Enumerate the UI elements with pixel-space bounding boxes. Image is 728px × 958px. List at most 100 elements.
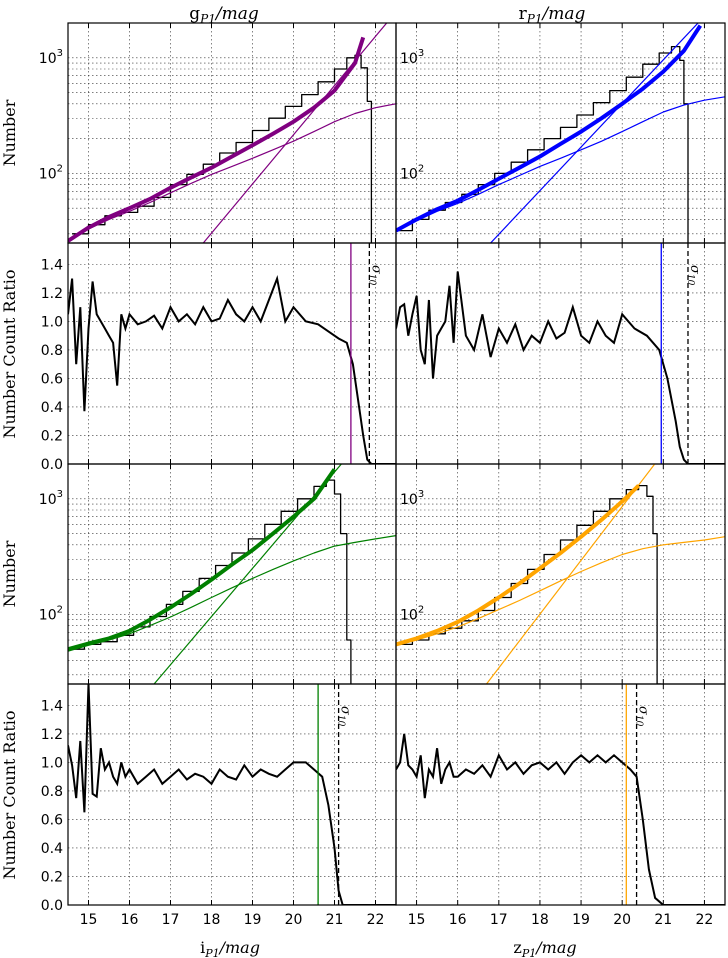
ylabel-ratio-bottom: Number Count Ratio xyxy=(0,710,19,879)
gridlines xyxy=(68,243,396,464)
y-tick-label: 1.2 xyxy=(41,727,63,743)
ratio-line xyxy=(68,274,396,464)
series-thin-3 xyxy=(486,464,656,684)
series-thick-1 xyxy=(68,36,366,243)
y-tick-label: 103 xyxy=(400,489,424,508)
x-tick-label: 19 xyxy=(572,912,590,928)
y-tick-label: 0.6 xyxy=(41,371,63,387)
ylabel-ratio-top: Number Count Ratio xyxy=(0,269,19,438)
y-tick-label: 102 xyxy=(39,604,63,623)
ticks xyxy=(88,243,376,464)
axes-frame xyxy=(67,683,397,906)
sigma10-label: σ10 xyxy=(336,706,353,727)
y-tick-label: 0.0 xyxy=(41,457,63,473)
axes-frame xyxy=(395,463,726,685)
x-tick-label: 16 xyxy=(121,912,139,928)
y-tick-label: 0.2 xyxy=(41,428,63,444)
axes-frame xyxy=(67,242,397,465)
x-tick-label: 18 xyxy=(531,912,549,928)
panel-g-counts: 102 103 xyxy=(39,22,397,244)
y-tick-label: 0.2 xyxy=(41,869,63,885)
xlabel-left: iP1/mag xyxy=(200,938,260,958)
panel-g-ratio: σ10 0.0 0.2 0.4 0.6 0.8 1.0 1.2 1.4 xyxy=(41,242,397,473)
ticks xyxy=(88,684,376,905)
sigma10-label: σ10 xyxy=(634,706,651,727)
series-thin-3 xyxy=(202,23,388,243)
series-histogram-0 xyxy=(396,484,662,684)
y-tick-label: 1.4 xyxy=(41,698,63,714)
panel-i-ratio: σ10 0.0 0.2 0.4 0.6 0.8 1.0 1.2 1.4 15 16 17 18 19 20 2… xyxy=(41,683,397,928)
y-tick-label: 0.6 xyxy=(41,812,63,828)
x-tick-label: 21 xyxy=(326,912,344,928)
y-tick-label: 1.0 xyxy=(41,314,63,330)
x-tick-label: 17 xyxy=(162,912,180,928)
x-tick-label: 20 xyxy=(613,912,631,928)
y-tick-label: 102 xyxy=(400,604,424,623)
gridlines xyxy=(396,243,725,464)
series-thick-1 xyxy=(68,468,337,652)
y-tick-label: 103 xyxy=(39,489,63,508)
x-tick-label: 19 xyxy=(244,912,262,928)
panel-i-counts: 102 103 xyxy=(39,463,397,685)
series-histogram-0 xyxy=(72,54,377,243)
ratio-line xyxy=(396,271,725,464)
gridlines xyxy=(396,23,725,243)
x-tick-label: 22 xyxy=(367,912,385,928)
x-tick-label: 15 xyxy=(408,912,426,928)
ticks xyxy=(416,684,705,905)
x-tick-label: 22 xyxy=(696,912,714,928)
panel-z-counts: 102 103 xyxy=(395,463,726,685)
x-tick-label: 20 xyxy=(285,912,303,928)
y-tick-label: 102 xyxy=(39,163,63,182)
gridlines xyxy=(68,684,396,905)
series-thin-3 xyxy=(153,464,343,684)
y-tick-label: 1.4 xyxy=(41,257,63,273)
xlabel-right: zP1/mag xyxy=(513,938,576,958)
ratio-line xyxy=(68,684,396,905)
x-tick-label: 15 xyxy=(80,912,98,928)
ylabel-counts-top: Number xyxy=(0,99,19,166)
panel-r-ratio: σ10 xyxy=(395,242,726,465)
sigma10-label: σ10 xyxy=(366,265,383,286)
axes-frame xyxy=(395,683,726,906)
y-tick-label: 0.4 xyxy=(41,841,63,857)
series-histogram-0 xyxy=(396,45,693,243)
ticks xyxy=(88,23,376,243)
y-tick-label: 1.0 xyxy=(41,755,63,771)
x-tick-label: 18 xyxy=(203,912,221,928)
y-tick-label: 1.2 xyxy=(41,286,63,302)
gridlines xyxy=(396,684,725,905)
axes-frame xyxy=(395,242,726,465)
panel-r-counts: 102 103 xyxy=(395,22,726,244)
series-thin-3 xyxy=(490,23,699,243)
ticks xyxy=(88,464,376,684)
y-tick-label: 103 xyxy=(400,48,424,67)
series-thin-2 xyxy=(396,96,725,232)
axes-frame xyxy=(67,22,397,244)
y-tick-label: 0.8 xyxy=(41,343,63,359)
ticks xyxy=(416,243,705,464)
series-thin-2 xyxy=(68,103,396,242)
panel-z-ratio: σ10 15 16 17 18 19 20 21 22 xyxy=(395,683,726,928)
gridlines xyxy=(396,464,725,684)
ticks xyxy=(416,23,705,243)
y-tick-label: 0.0 xyxy=(41,898,63,914)
x-tick-label: 16 xyxy=(449,912,467,928)
y-tick-label: 0.4 xyxy=(41,400,63,416)
gridlines xyxy=(68,23,396,243)
series-thick-1 xyxy=(396,24,702,233)
y-tick-label: 102 xyxy=(400,163,424,182)
panels: 102103σ100.00.20.40.60.81.01.21.4102103σ… xyxy=(39,22,726,928)
y-tick-label: 103 xyxy=(39,48,63,67)
ticks xyxy=(416,464,705,684)
ratio-line xyxy=(396,733,725,905)
x-tick-label: 21 xyxy=(654,912,672,928)
ylabel-counts-bottom: Number xyxy=(0,540,19,607)
y-tick-label: 0.8 xyxy=(41,784,63,800)
series-thin-2 xyxy=(396,536,725,646)
series-thick-1 xyxy=(396,484,640,647)
series-thin-2 xyxy=(68,535,396,652)
x-tick-label: 17 xyxy=(490,912,508,928)
sigma10-label: σ10 xyxy=(685,265,702,286)
